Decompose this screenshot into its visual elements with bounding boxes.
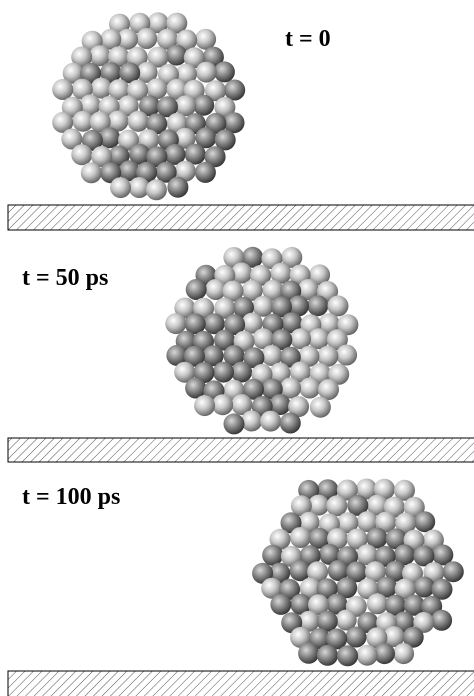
atom <box>194 395 215 416</box>
atom <box>310 397 331 418</box>
atom <box>443 561 464 582</box>
atom <box>195 29 216 50</box>
atom <box>212 394 233 415</box>
atom <box>262 545 283 566</box>
atom <box>167 177 188 198</box>
substrate <box>8 205 474 230</box>
atom <box>367 593 388 614</box>
atom <box>81 162 102 183</box>
atom <box>213 362 234 383</box>
atom <box>196 62 217 83</box>
atom <box>414 511 435 532</box>
page: t = 0 t = 50 ps t = 100 ps (() => { cons… <box>0 0 474 696</box>
substrate <box>8 438 474 462</box>
atom <box>270 594 291 615</box>
atom <box>299 378 320 399</box>
atom <box>52 79 73 100</box>
atom <box>357 645 378 666</box>
atom <box>166 45 187 66</box>
time-label: t = 50 ps <box>22 265 108 291</box>
atom <box>128 111 149 132</box>
time-label: t = 100 ps <box>22 484 120 510</box>
atom <box>290 527 311 548</box>
atom <box>231 362 252 383</box>
atom <box>414 577 435 598</box>
atom <box>431 610 452 631</box>
atom <box>241 411 262 432</box>
atom <box>195 162 216 183</box>
atom <box>336 345 357 366</box>
atom <box>337 645 358 666</box>
substrate <box>8 671 474 696</box>
atom <box>146 179 167 200</box>
atom <box>186 279 207 300</box>
atom <box>224 413 245 434</box>
atom <box>165 313 186 334</box>
atom <box>317 645 338 666</box>
atom <box>71 144 92 165</box>
atom <box>298 643 319 664</box>
atom <box>136 28 157 49</box>
atom <box>193 95 214 116</box>
atom <box>328 295 349 316</box>
atom <box>214 61 235 82</box>
atom <box>346 627 367 648</box>
clusters <box>52 12 464 666</box>
figure: t = 0 t = 50 ps t = 100 ps <box>0 0 474 696</box>
time-label: t = 0 <box>285 26 331 52</box>
atom <box>260 411 281 432</box>
atom <box>110 177 131 198</box>
atom <box>307 295 328 316</box>
atom <box>280 413 301 434</box>
atom <box>393 643 414 664</box>
